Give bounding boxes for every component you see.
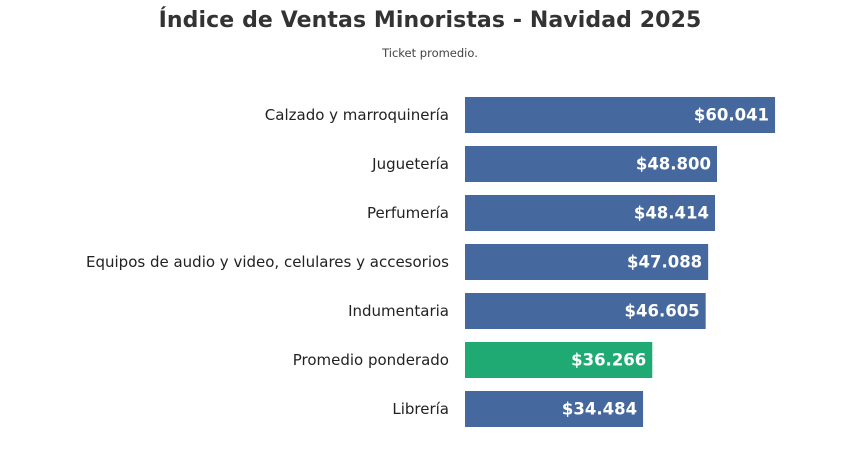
bar-group: Equipos de audio y video, celulares y ac… bbox=[86, 244, 709, 280]
bar bbox=[465, 195, 716, 231]
bar-group: Calzado y marroquinería $60.041 bbox=[265, 97, 776, 133]
chart-subtitle: Ticket promedio. bbox=[382, 46, 478, 60]
bar bbox=[465, 293, 706, 329]
bar-group: Perfumería $48.414 bbox=[367, 195, 716, 231]
category-label: Calzado y marroquinería bbox=[265, 106, 449, 124]
bar-group: Librería $34.484 bbox=[392, 391, 644, 427]
data-label: $46.605 bbox=[625, 302, 700, 321]
category-label: Librería bbox=[392, 400, 449, 418]
bar bbox=[465, 97, 776, 133]
data-label: $48.800 bbox=[636, 155, 711, 174]
bar-group: Juguetería $48.800 bbox=[371, 146, 717, 182]
category-label: Perfumería bbox=[367, 204, 449, 222]
bar bbox=[465, 391, 644, 427]
bar-group: Indumentaria $46.605 bbox=[348, 293, 706, 329]
bar-group: Promedio ponderado $36.266 bbox=[293, 342, 653, 378]
data-label: $48.414 bbox=[634, 204, 709, 223]
bar bbox=[465, 244, 709, 280]
category-label: Promedio ponderado bbox=[293, 351, 449, 369]
data-label: $36.266 bbox=[571, 351, 646, 370]
category-label: Juguetería bbox=[371, 155, 449, 173]
bar bbox=[465, 342, 653, 378]
data-label: $47.088 bbox=[627, 253, 702, 272]
bar bbox=[465, 146, 717, 182]
data-label: $34.484 bbox=[562, 400, 637, 419]
category-label: Equipos de audio y video, celulares y ac… bbox=[86, 253, 449, 271]
chart-title: Índice de Ventas Minoristas - Navidad 20… bbox=[158, 8, 702, 33]
data-label: $60.041 bbox=[694, 106, 769, 125]
category-label: Indumentaria bbox=[348, 302, 449, 320]
